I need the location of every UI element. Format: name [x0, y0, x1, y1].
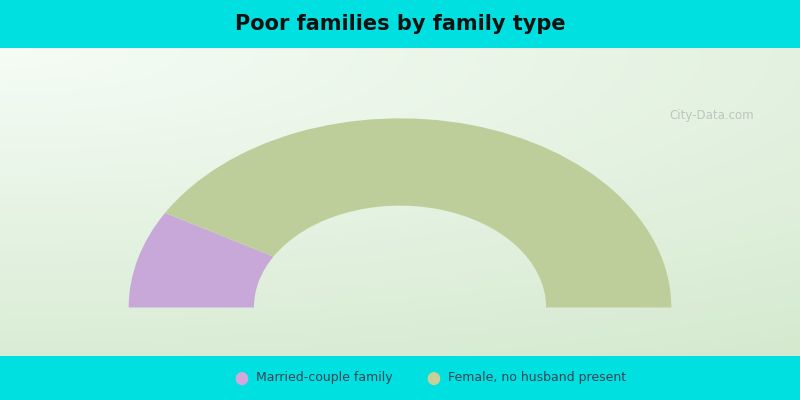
Text: City-Data.com: City-Data.com	[670, 109, 754, 122]
Text: Female, no husband present: Female, no husband present	[448, 372, 626, 384]
Text: Poor families by family type: Poor families by family type	[234, 14, 566, 34]
Text: Married-couple family: Married-couple family	[256, 372, 393, 384]
Text: ⬤: ⬤	[426, 371, 441, 385]
Wedge shape	[129, 213, 274, 308]
Text: ⬤: ⬤	[234, 371, 249, 385]
Wedge shape	[165, 118, 671, 308]
